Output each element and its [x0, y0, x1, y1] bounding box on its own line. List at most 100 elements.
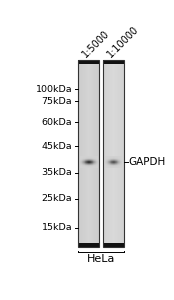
Bar: [111, 161, 112, 162]
Bar: [109, 160, 110, 161]
Bar: [110, 163, 111, 164]
Bar: [107, 163, 108, 164]
Bar: [107, 60, 108, 247]
Bar: [85, 165, 86, 166]
Bar: [90, 160, 91, 161]
Bar: [118, 164, 119, 165]
Bar: [87, 165, 88, 166]
Bar: [96, 162, 97, 163]
Bar: [114, 162, 115, 163]
Bar: [91, 160, 92, 161]
Bar: [119, 164, 120, 165]
Bar: [113, 167, 114, 168]
Bar: [84, 163, 85, 164]
Bar: [91, 166, 92, 167]
Bar: [107, 156, 108, 157]
Bar: [108, 164, 109, 165]
Bar: [91, 161, 92, 162]
Bar: [121, 156, 122, 157]
Bar: [89, 156, 90, 157]
Bar: [121, 161, 122, 162]
Bar: [96, 165, 97, 166]
Bar: [80, 162, 81, 163]
Bar: [116, 157, 117, 158]
Bar: [114, 159, 115, 160]
Bar: [107, 162, 108, 163]
Bar: [111, 162, 112, 163]
Bar: [89, 161, 90, 162]
Bar: [113, 160, 114, 161]
Bar: [116, 167, 117, 168]
Bar: [112, 157, 113, 158]
Bar: [107, 60, 108, 247]
Bar: [88, 166, 89, 167]
Bar: [85, 159, 86, 160]
Bar: [96, 159, 97, 160]
Bar: [106, 165, 107, 166]
Bar: [118, 162, 119, 163]
Bar: [119, 159, 120, 160]
Bar: [85, 161, 86, 162]
Bar: [95, 159, 96, 160]
Bar: [115, 161, 116, 162]
Bar: [93, 160, 94, 161]
Bar: [88, 165, 89, 166]
Bar: [118, 163, 119, 164]
Bar: [95, 157, 96, 158]
Bar: [117, 158, 118, 159]
Bar: [111, 162, 112, 163]
Bar: [84, 163, 85, 164]
Bar: [120, 161, 121, 162]
Bar: [85, 162, 86, 163]
Bar: [116, 158, 117, 159]
Bar: [83, 158, 84, 159]
Bar: [85, 167, 86, 168]
Bar: [89, 166, 90, 167]
Bar: [121, 157, 122, 158]
Bar: [115, 158, 116, 159]
Bar: [121, 166, 122, 167]
Bar: [96, 166, 97, 167]
Bar: [117, 160, 118, 161]
Bar: [119, 157, 120, 158]
Bar: [87, 159, 88, 160]
Bar: [116, 158, 117, 159]
Bar: [111, 157, 112, 158]
Bar: [108, 165, 109, 166]
Bar: [119, 160, 120, 161]
Bar: [115, 160, 116, 161]
Bar: [105, 161, 106, 162]
Bar: [80, 164, 81, 165]
Bar: [93, 161, 94, 162]
Bar: [109, 160, 110, 161]
Bar: [115, 162, 116, 163]
Bar: [115, 160, 116, 161]
Text: 60kDa: 60kDa: [42, 118, 72, 127]
Bar: [106, 162, 107, 163]
Bar: [87, 157, 88, 158]
Bar: [83, 160, 84, 161]
Bar: [84, 167, 85, 168]
Bar: [81, 165, 82, 166]
Bar: [121, 157, 122, 158]
Bar: [85, 157, 86, 158]
Bar: [86, 156, 87, 157]
Bar: [114, 164, 115, 165]
Bar: [118, 163, 119, 164]
Bar: [94, 161, 95, 162]
Bar: [83, 160, 84, 161]
Bar: [108, 160, 109, 161]
Bar: [116, 156, 117, 157]
Bar: [108, 165, 109, 166]
Bar: [118, 60, 119, 247]
Bar: [110, 60, 111, 247]
Bar: [83, 160, 84, 161]
Bar: [108, 157, 109, 158]
Bar: [110, 160, 111, 161]
Bar: [96, 162, 97, 163]
Bar: [121, 162, 122, 163]
Bar: [81, 161, 82, 162]
Bar: [94, 157, 95, 158]
Bar: [116, 161, 117, 162]
Bar: [107, 160, 108, 161]
